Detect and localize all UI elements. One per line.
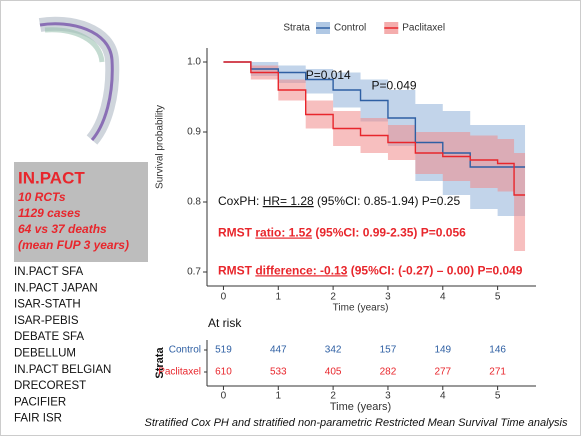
trial-name: IN.PACT SFA [14,266,84,278]
risk-strata-label: Strata [154,347,166,379]
risk-count: 447 [270,345,287,356]
risk-row-label: Control [169,345,201,356]
annotation-part: difference: -0.13 [255,263,347,277]
risk-row-label: Paclitaxel [158,367,201,378]
risk-count: 405 [325,367,342,378]
risk-x-tick-label: 4 [440,391,446,402]
fact: (mean FUP 3 years) [18,238,129,252]
risk-x-tick-label: 2 [330,391,336,402]
risk-count: 146 [489,345,506,356]
risk-x-tick-label: 1 [276,391,282,402]
risk-count: 533 [270,367,287,378]
p-value: P=0.014 [306,68,351,82]
x-tick-label: 3 [385,292,391,303]
x-tick-label: 1 [276,292,282,303]
annotation: RMST difference: -0.13 (95%CI: (-0.27) –… [218,263,523,277]
fact: 1129 cases [18,206,81,220]
info-box [14,162,148,262]
x-tick-label: 2 [330,292,336,303]
annotation-part: RMST [218,226,255,240]
catheter-illustration [38,16,120,145]
annotation-part: (95%CI: 0.85-1.94) P=0.25 [314,194,461,208]
trial-name: IN.PACT JAPAN [14,282,98,294]
annotation-part: (95%CI: 0.99-2.35) P=0.056 [312,226,466,240]
y-axis-label: Survival probability [155,105,166,189]
risk-count: 149 [434,345,451,356]
trial-name: DEBELLUM [14,348,76,360]
p-value: P=0.049 [372,79,417,93]
risk-x-tick-label: 5 [495,391,501,402]
fact: 10 RCTs [18,190,66,204]
risk-x-tick-label: 3 [385,391,391,402]
annotation-part: ratio: 1.52 [255,226,312,240]
trial-name: FAIR ISR [14,413,62,425]
annotation-part: (95%CI: (-0.27) – 0.00) P=0.049 [347,263,522,277]
trial-name: PACIFIER [14,396,66,408]
risk-count: 610 [215,367,232,378]
annotation: RMST ratio: 1.52 (95%CI: 0.99-2.35) P=0.… [218,226,466,240]
sidebar-title: IN.PACT [18,168,85,187]
risk-title: At risk [208,316,242,330]
trial-name: ISAR-PEBIS [14,315,79,327]
trial-name: DRECOREST [14,380,86,392]
fact: 64 vs 37 deaths [18,222,107,236]
x-axis-label: Time (years) [333,303,389,314]
legend-label: Paclitaxel [402,23,445,34]
legend-label: Control [334,23,366,34]
annotation: CoxPH: HR= 1.28 (95%CI: 0.85-1.94) P=0.2… [218,194,460,208]
trial-name: DEBATE SFA [14,331,84,343]
annotation-part: HR= 1.28 [263,194,314,208]
risk-count: 157 [380,345,397,356]
x-tick-label: 4 [440,292,446,303]
annotation-part: CoxPH: [218,194,263,208]
trial-name: ISAR-STATH [14,299,81,311]
risk-x-label: Time (years) [330,401,391,413]
caption: Stratified Cox PH and stratified non-par… [145,417,568,429]
y-tick-label: 0.7 [187,267,201,278]
risk-count: 519 [215,345,232,356]
x-tick-label: 5 [495,292,501,303]
y-tick-label: 0.8 [187,197,201,208]
y-tick-label: 1.0 [187,57,201,68]
risk-count: 277 [434,367,451,378]
risk-count: 282 [380,367,397,378]
x-tick-label: 0 [221,292,227,303]
risk-x-tick-label: 0 [221,391,227,402]
legend-title: Strata [283,23,310,34]
survival-curve [223,61,526,196]
trial-name: IN.PACT BELGIAN [14,364,111,376]
risk-count: 342 [325,345,342,356]
risk-count: 271 [489,367,506,378]
y-tick-label: 0.9 [187,127,201,138]
annotation-part: RMST [218,263,255,277]
